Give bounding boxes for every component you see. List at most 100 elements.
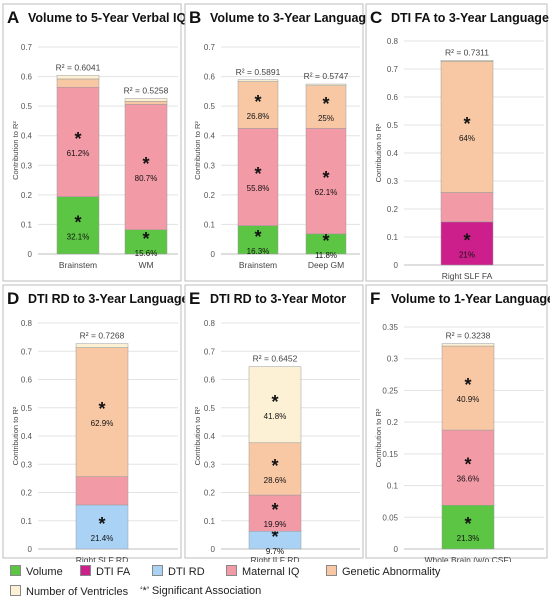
panel-letter: E: [189, 289, 200, 308]
y-tick-label: 0.3: [204, 161, 216, 170]
x-tick-label: Brainstem: [59, 260, 97, 270]
legend-swatch-volume: [10, 565, 21, 576]
y-tick-label: 0.7: [204, 43, 216, 52]
significance-star: *: [271, 500, 278, 520]
r2-label: R² = 0.6041: [56, 62, 101, 72]
bar-segment-genetic-abnormality: [305, 85, 347, 129]
significance-star: *: [322, 168, 329, 188]
y-tick-label: 0.7: [204, 347, 216, 356]
segment-percent-label: 19.9%: [264, 520, 287, 529]
x-tick-label: Deep GM: [308, 260, 344, 270]
y-tick-label: 0.25: [382, 386, 398, 395]
x-tick-label: Whole Brain (w/o CSF): [425, 555, 512, 562]
y-tick-label: 0.6: [387, 93, 399, 102]
segment-percent-label: 36.6%: [457, 475, 480, 484]
r2-label: R² = 0.6452: [253, 354, 298, 364]
x-tick-label: Brainstem: [239, 260, 277, 270]
y-tick-label: 0: [211, 250, 216, 259]
panel-letter: C: [370, 8, 382, 27]
legend-swatch-genetic-abnormality: [326, 565, 337, 576]
y-tick-label: 0.7: [21, 347, 33, 356]
y-tick-label: 0.1: [387, 233, 399, 242]
y-tick-label: 0.1: [21, 220, 33, 229]
panel-title: Volume to 3-Year Language: [210, 11, 373, 25]
segment-percent-label: 61.2%: [67, 149, 90, 158]
x-tick-label: Right ILF RD: [250, 555, 299, 562]
y-tick-label: 0: [211, 545, 216, 554]
bar-segment-maternal-iq: [124, 104, 168, 231]
y-tick-label: 0.7: [21, 43, 33, 52]
significance-star: *: [322, 94, 329, 114]
panel-d: D DTI RD to 3-Year Language 0 0.1 0.2 0.3 0.4 0…: [2, 284, 188, 562]
r2-label: R² = 0.7311: [445, 47, 489, 57]
legend-item-maternal-iq: Maternal IQ: [226, 565, 299, 578]
legend-swatch-maternal-iq: [226, 565, 237, 576]
significance-star: *: [271, 456, 278, 476]
panel-letter: A: [7, 8, 19, 27]
y-tick-label: 0.3: [387, 177, 399, 186]
y-tick-label: 0.2: [387, 205, 399, 214]
segment-percent-label: 55.8%: [247, 184, 270, 193]
r2-label: R² = 0.5891: [236, 67, 281, 77]
panel-a: A Volume to 5-Year Verbal IQ 0 0.1 0.2 0.3 0.4…: [2, 3, 186, 282]
bar-segment-dti-rd: [75, 504, 129, 550]
y-tick-label: 0.8: [21, 319, 33, 328]
panel-title: DTI RD to 3-Year Motor: [210, 292, 346, 306]
bar-segment-genetic-abnormality: [440, 61, 494, 193]
y-tick-label: 0.4: [21, 132, 33, 141]
y-axis-label: Contribution to R²: [193, 406, 202, 465]
figure: A Volume to 5-Year Verbal IQ 0 0.1 0.2 0.3 0.4…: [2, 3, 550, 562]
bar-segment-number-of-ventricles: [237, 79, 279, 82]
bar-segment-number-of-ventricles: [124, 98, 168, 102]
y-axis-label: Contribution to R²: [374, 408, 383, 467]
bar-segment-maternal-iq: [440, 192, 494, 223]
bar-segment-genetic-abnormality: [237, 81, 279, 129]
bar-segment-volume: [56, 196, 100, 255]
bar-segment-maternal-iq: [237, 128, 279, 226]
panel-title: DTI FA to 3-Year Language: [391, 11, 549, 25]
panel-letter: D: [7, 289, 19, 308]
x-tick-label: WM: [138, 260, 153, 270]
segment-percent-label: 9.7%: [266, 547, 284, 556]
segment-percent-label: 21.4%: [91, 534, 114, 543]
significance-star: *: [254, 227, 261, 247]
significance-star: *: [254, 164, 261, 184]
legend-significant-symbol: ‘*’: [140, 585, 149, 597]
segment-percent-label: 41.8%: [264, 412, 287, 421]
bar-segment-number-of-ventricles: [440, 60, 494, 62]
legend-label: Number of Ventricles: [26, 586, 129, 598]
y-axis-label: Contribution to R²: [11, 406, 20, 465]
panel-e: E DTI RD to 3-Year Motor 0 0.1 0.2 0.3 0.4 0.5 0…: [184, 284, 364, 562]
y-tick-label: 0.3: [387, 355, 399, 364]
legend-label: DTI FA: [96, 566, 131, 578]
r2-label: R² = 0.7268: [80, 331, 125, 341]
r2-label: R² = 0.5258: [124, 86, 169, 96]
y-tick-label: 0.5: [387, 121, 399, 130]
bar-segment-number-of-ventricles: [441, 343, 495, 347]
y-axis-label: Contribution to R²: [374, 123, 383, 182]
segment-percent-label: 40.9%: [457, 395, 480, 404]
bar-segment-volume: [124, 229, 168, 255]
bar-segment-volume: [237, 225, 279, 255]
y-tick-label: 0.6: [21, 376, 33, 385]
panel-f: F Volume to 1-Year Language 0 0.05 0.1 0.15 0.…: [365, 284, 550, 562]
segment-percent-label: 21%: [459, 250, 475, 259]
y-tick-label: 0.5: [204, 102, 216, 111]
y-tick-label: 0.1: [204, 220, 216, 229]
legend-label: Genetic Abnormality: [342, 566, 441, 578]
legend-item-genetic-abnormality: Genetic Abnormality: [326, 565, 440, 578]
panel-letter: B: [189, 8, 201, 27]
r2-label: R² = 0.5747: [304, 71, 349, 81]
bar-segment-maternal-iq: [75, 476, 129, 506]
significance-star: *: [74, 129, 81, 149]
significance-star: *: [98, 514, 105, 534]
y-tick-label: 0.3: [21, 460, 33, 469]
x-tick-label: Right SLF FA: [442, 271, 493, 281]
segment-percent-label: 25%: [318, 114, 334, 123]
legend-item-dti-rd: DTI RD: [152, 565, 205, 578]
y-tick-label: 0.7: [387, 65, 399, 74]
